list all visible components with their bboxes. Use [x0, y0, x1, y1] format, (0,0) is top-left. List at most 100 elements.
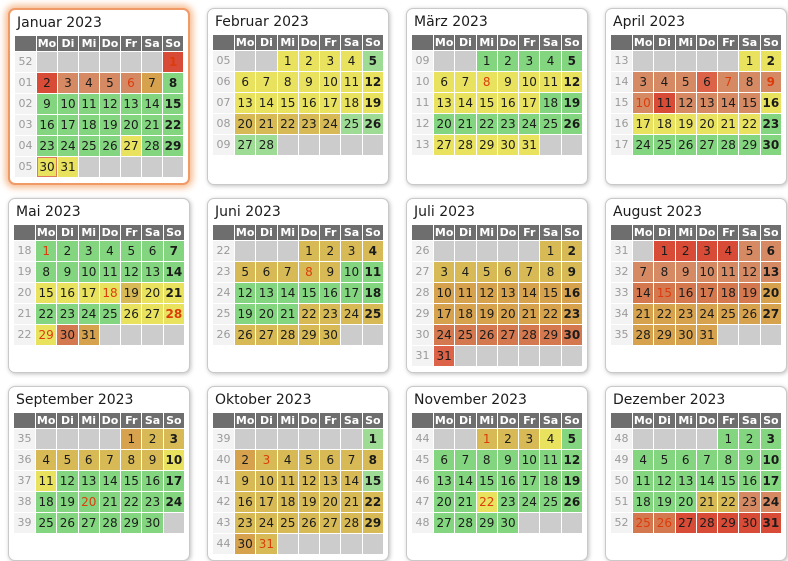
- day-cell[interactable]: 4: [633, 450, 654, 470]
- day-cell[interactable]: 23: [320, 304, 341, 324]
- day-cell[interactable]: 7: [455, 72, 476, 92]
- day-cell[interactable]: 8: [298, 262, 320, 282]
- day-cell[interactable]: 22: [163, 115, 183, 135]
- day-cell[interactable]: 9: [739, 450, 760, 470]
- day-cell[interactable]: 29: [36, 325, 57, 345]
- day-cell[interactable]: 16: [675, 283, 696, 303]
- day-cell[interactable]: 1: [540, 241, 561, 261]
- day-cell[interactable]: 11: [277, 471, 298, 491]
- day-cell[interactable]: 9: [142, 450, 163, 470]
- day-cell[interactable]: 8: [163, 73, 183, 93]
- day-cell[interactable]: 28: [519, 325, 540, 345]
- day-cell[interactable]: 7: [696, 450, 718, 470]
- day-cell[interactable]: 5: [298, 450, 320, 470]
- day-cell[interactable]: 25: [654, 135, 675, 155]
- day-cell[interactable]: 1: [718, 429, 739, 449]
- day-cell[interactable]: 6: [696, 72, 718, 92]
- day-cell[interactable]: 26: [561, 492, 582, 512]
- day-cell[interactable]: 16: [739, 471, 760, 491]
- day-cell[interactable]: 20: [434, 114, 455, 134]
- day-cell[interactable]: 19: [362, 93, 383, 113]
- day-cell[interactable]: 26: [121, 304, 142, 324]
- day-cell[interactable]: 16: [561, 283, 582, 303]
- day-cell[interactable]: 20: [78, 492, 99, 512]
- day-cell[interactable]: 10: [519, 450, 540, 470]
- day-cell[interactable]: 19: [654, 492, 675, 512]
- day-cell[interactable]: 3: [341, 241, 362, 261]
- day-cell[interactable]: 25: [540, 114, 561, 134]
- day-cell[interactable]: 3: [163, 429, 184, 449]
- day-cell[interactable]: 20: [760, 283, 781, 303]
- day-cell[interactable]: 8: [121, 450, 142, 470]
- day-cell[interactable]: 12: [121, 262, 142, 282]
- day-cell[interactable]: 13: [434, 471, 455, 491]
- day-cell[interactable]: 17: [760, 471, 781, 491]
- day-cell[interactable]: 25: [718, 304, 739, 324]
- day-cell[interactable]: 2: [320, 241, 341, 261]
- day-cell[interactable]: 26: [362, 114, 383, 134]
- day-cell[interactable]: 28: [99, 513, 121, 533]
- day-cell[interactable]: 23: [142, 492, 163, 512]
- day-cell[interactable]: 23: [37, 136, 57, 156]
- day-cell[interactable]: 3: [519, 51, 540, 71]
- day-cell[interactable]: 19: [476, 304, 497, 324]
- day-cell[interactable]: 22: [476, 492, 497, 512]
- day-cell[interactable]: 7: [163, 241, 184, 261]
- day-cell[interactable]: 22: [654, 304, 675, 324]
- day-cell[interactable]: 15: [163, 94, 183, 114]
- day-cell[interactable]: 27: [256, 325, 277, 345]
- day-cell[interactable]: 11: [718, 262, 739, 282]
- day-cell[interactable]: 6: [497, 262, 519, 282]
- day-cell[interactable]: 11: [455, 283, 476, 303]
- day-cell[interactable]: 16: [760, 93, 781, 113]
- day-cell[interactable]: 14: [455, 471, 476, 491]
- day-cell[interactable]: 14: [696, 471, 718, 491]
- day-cell[interactable]: 9: [320, 262, 341, 282]
- day-cell[interactable]: 8: [36, 262, 57, 282]
- day-cell[interactable]: 19: [100, 115, 120, 135]
- day-cell[interactable]: 29: [298, 325, 320, 345]
- day-cell[interactable]: 15: [298, 283, 320, 303]
- day-cell[interactable]: 3: [633, 72, 654, 92]
- day-cell[interactable]: 21: [519, 304, 540, 324]
- day-cell[interactable]: 9: [561, 262, 582, 282]
- day-cell[interactable]: 5: [476, 262, 497, 282]
- day-cell[interactable]: 17: [320, 93, 341, 113]
- day-cell[interactable]: 26: [298, 513, 320, 533]
- day-cell[interactable]: 25: [633, 513, 654, 533]
- day-cell[interactable]: 23: [235, 513, 256, 533]
- day-cell[interactable]: 3: [256, 450, 277, 470]
- day-cell[interactable]: 17: [163, 471, 184, 491]
- day-cell[interactable]: 3: [320, 51, 341, 71]
- day-cell[interactable]: 13: [696, 93, 718, 113]
- day-cell[interactable]: 23: [298, 114, 320, 134]
- day-cell[interactable]: 26: [739, 304, 760, 324]
- day-cell[interactable]: 10: [696, 262, 718, 282]
- day-cell[interactable]: 25: [341, 114, 362, 134]
- day-cell[interactable]: 14: [455, 93, 476, 113]
- day-cell[interactable]: 8: [540, 262, 561, 282]
- day-cell[interactable]: 23: [497, 492, 519, 512]
- day-cell[interactable]: 24: [696, 304, 718, 324]
- day-cell[interactable]: 15: [362, 471, 383, 491]
- day-cell[interactable]: 5: [100, 73, 120, 93]
- day-cell[interactable]: 12: [476, 283, 497, 303]
- day-cell[interactable]: 21: [341, 492, 362, 512]
- day-cell[interactable]: 28: [256, 135, 277, 155]
- day-cell[interactable]: 26: [561, 114, 582, 134]
- day-cell[interactable]: 6: [760, 241, 781, 261]
- day-cell[interactable]: 12: [100, 94, 120, 114]
- day-cell[interactable]: 6: [320, 450, 341, 470]
- day-cell[interactable]: 31: [58, 157, 78, 177]
- day-cell[interactable]: 12: [235, 283, 256, 303]
- day-cell[interactable]: 24: [58, 136, 78, 156]
- day-cell[interactable]: 25: [36, 513, 57, 533]
- day-cell[interactable]: 17: [256, 492, 277, 512]
- day-cell[interactable]: 7: [341, 450, 362, 470]
- day-cell[interactable]: 5: [362, 51, 383, 71]
- day-cell[interactable]: 3: [760, 429, 781, 449]
- day-cell[interactable]: 11: [79, 94, 99, 114]
- day-cell[interactable]: 20: [434, 492, 455, 512]
- day-cell[interactable]: 24: [633, 135, 654, 155]
- day-cell[interactable]: 22: [362, 492, 383, 512]
